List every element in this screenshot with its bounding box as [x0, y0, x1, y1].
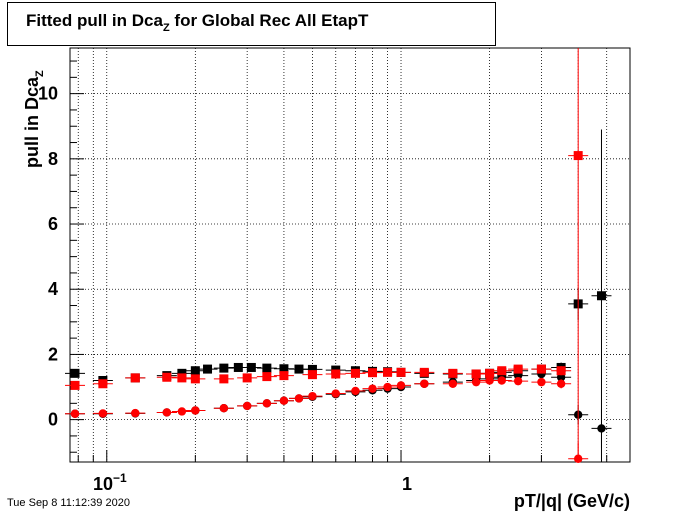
y-axis-label: pull in DcaZ — [22, 70, 46, 168]
data-point-circle — [396, 381, 406, 390]
data-point-square — [262, 363, 272, 373]
data-point-square — [279, 364, 289, 374]
data-point-square — [190, 374, 200, 384]
y-tick-label: 4 — [48, 279, 58, 299]
data-point-circle — [177, 407, 187, 416]
data-point-square — [368, 368, 378, 378]
title-rest: for Global Rec All EtapT — [169, 11, 369, 30]
data-point-circle — [448, 379, 458, 388]
data-point-square — [596, 291, 606, 301]
data-point-circle — [279, 396, 289, 405]
data-point-square — [242, 373, 252, 383]
x-tick-label-0.1: 10−1 — [93, 471, 127, 494]
data-point-square — [219, 374, 229, 384]
title-box: Fitted pull in DcaZ for Global Rec All E… — [7, 2, 496, 46]
data-point-circle — [573, 454, 583, 463]
data-point-circle — [98, 409, 108, 418]
data-point-square — [70, 368, 80, 378]
title-main: Fitted pull in Dca — [26, 11, 163, 30]
plot-frame — [69, 47, 631, 463]
data-point-circle — [219, 404, 229, 413]
data-point-circle — [191, 406, 200, 415]
data-point-square — [485, 368, 495, 378]
data-point-circle — [513, 376, 523, 386]
data-point-circle — [131, 408, 140, 418]
data-point-square — [536, 364, 546, 374]
series-0 — [65, 129, 612, 462]
data-point-square — [448, 368, 458, 378]
y-tick-label: 10 — [38, 84, 58, 104]
data-point-square — [219, 363, 229, 373]
data-point-circle — [383, 382, 392, 392]
series-layer — [65, 48, 612, 463]
data-point-circle — [308, 391, 317, 401]
x-tick-exponent: −1 — [113, 471, 127, 485]
data-point-square — [70, 380, 80, 390]
data-point-square — [98, 379, 108, 389]
date-stamp: Tue Sep 8 11:12:39 2020 — [7, 497, 130, 509]
data-point-circle — [485, 376, 494, 385]
data-point-circle — [556, 379, 566, 388]
grid — [70, 48, 630, 462]
data-point-circle — [294, 394, 304, 403]
data-point-square — [497, 366, 507, 376]
data-point-circle — [351, 386, 360, 396]
y-tick-label: 6 — [48, 214, 58, 234]
data-point-square — [262, 372, 272, 382]
x-axis-label: pT/|q| (GeV/c) — [513, 491, 630, 511]
x-tick-label-1: 1 — [402, 474, 412, 494]
data-point-square — [177, 373, 187, 383]
data-point-circle — [162, 408, 172, 417]
data-point-square — [513, 364, 523, 374]
y-tick-label: 0 — [48, 410, 58, 430]
axes: 0 2 4 6 8 10 — [38, 60, 608, 462]
data-point-circle — [70, 409, 80, 418]
chart-title: Fitted pull in DcaZ for Global Rec All E… — [26, 11, 369, 34]
series-2 — [65, 48, 589, 462]
data-point-circle — [368, 384, 377, 393]
series-3 — [65, 376, 589, 463]
data-point-square — [307, 370, 317, 380]
data-point-square — [233, 362, 243, 372]
data-point-square — [471, 369, 481, 379]
data-point-square — [294, 364, 304, 374]
data-point-circle — [262, 399, 272, 408]
data-point-square — [130, 373, 140, 383]
data-point-square — [162, 372, 172, 382]
data-point-circle — [331, 389, 340, 398]
data-point-square — [350, 368, 360, 378]
data-point-square — [203, 364, 213, 374]
data-point-circle — [497, 376, 506, 385]
data-point-square — [396, 367, 406, 377]
data-point-square — [383, 367, 393, 377]
data-point-circle — [597, 424, 606, 433]
data-point-square — [331, 369, 341, 379]
y-tick-label: 2 — [48, 344, 58, 364]
data-point-circle — [471, 377, 481, 387]
data-point-square — [279, 371, 289, 381]
data-point-circle — [420, 379, 429, 388]
data-point-square — [573, 151, 583, 161]
data-point-square — [556, 366, 566, 376]
data-point-square — [419, 367, 429, 377]
data-point-circle — [242, 401, 252, 411]
title-subscript: Z — [162, 22, 170, 34]
data-point-circle — [537, 377, 546, 387]
data-point-square — [246, 362, 256, 372]
data-point-square — [190, 366, 200, 376]
data-point-square — [177, 368, 187, 378]
y-tick-label: 8 — [48, 149, 58, 169]
series-1 — [65, 369, 612, 448]
data-point-square — [307, 364, 317, 374]
